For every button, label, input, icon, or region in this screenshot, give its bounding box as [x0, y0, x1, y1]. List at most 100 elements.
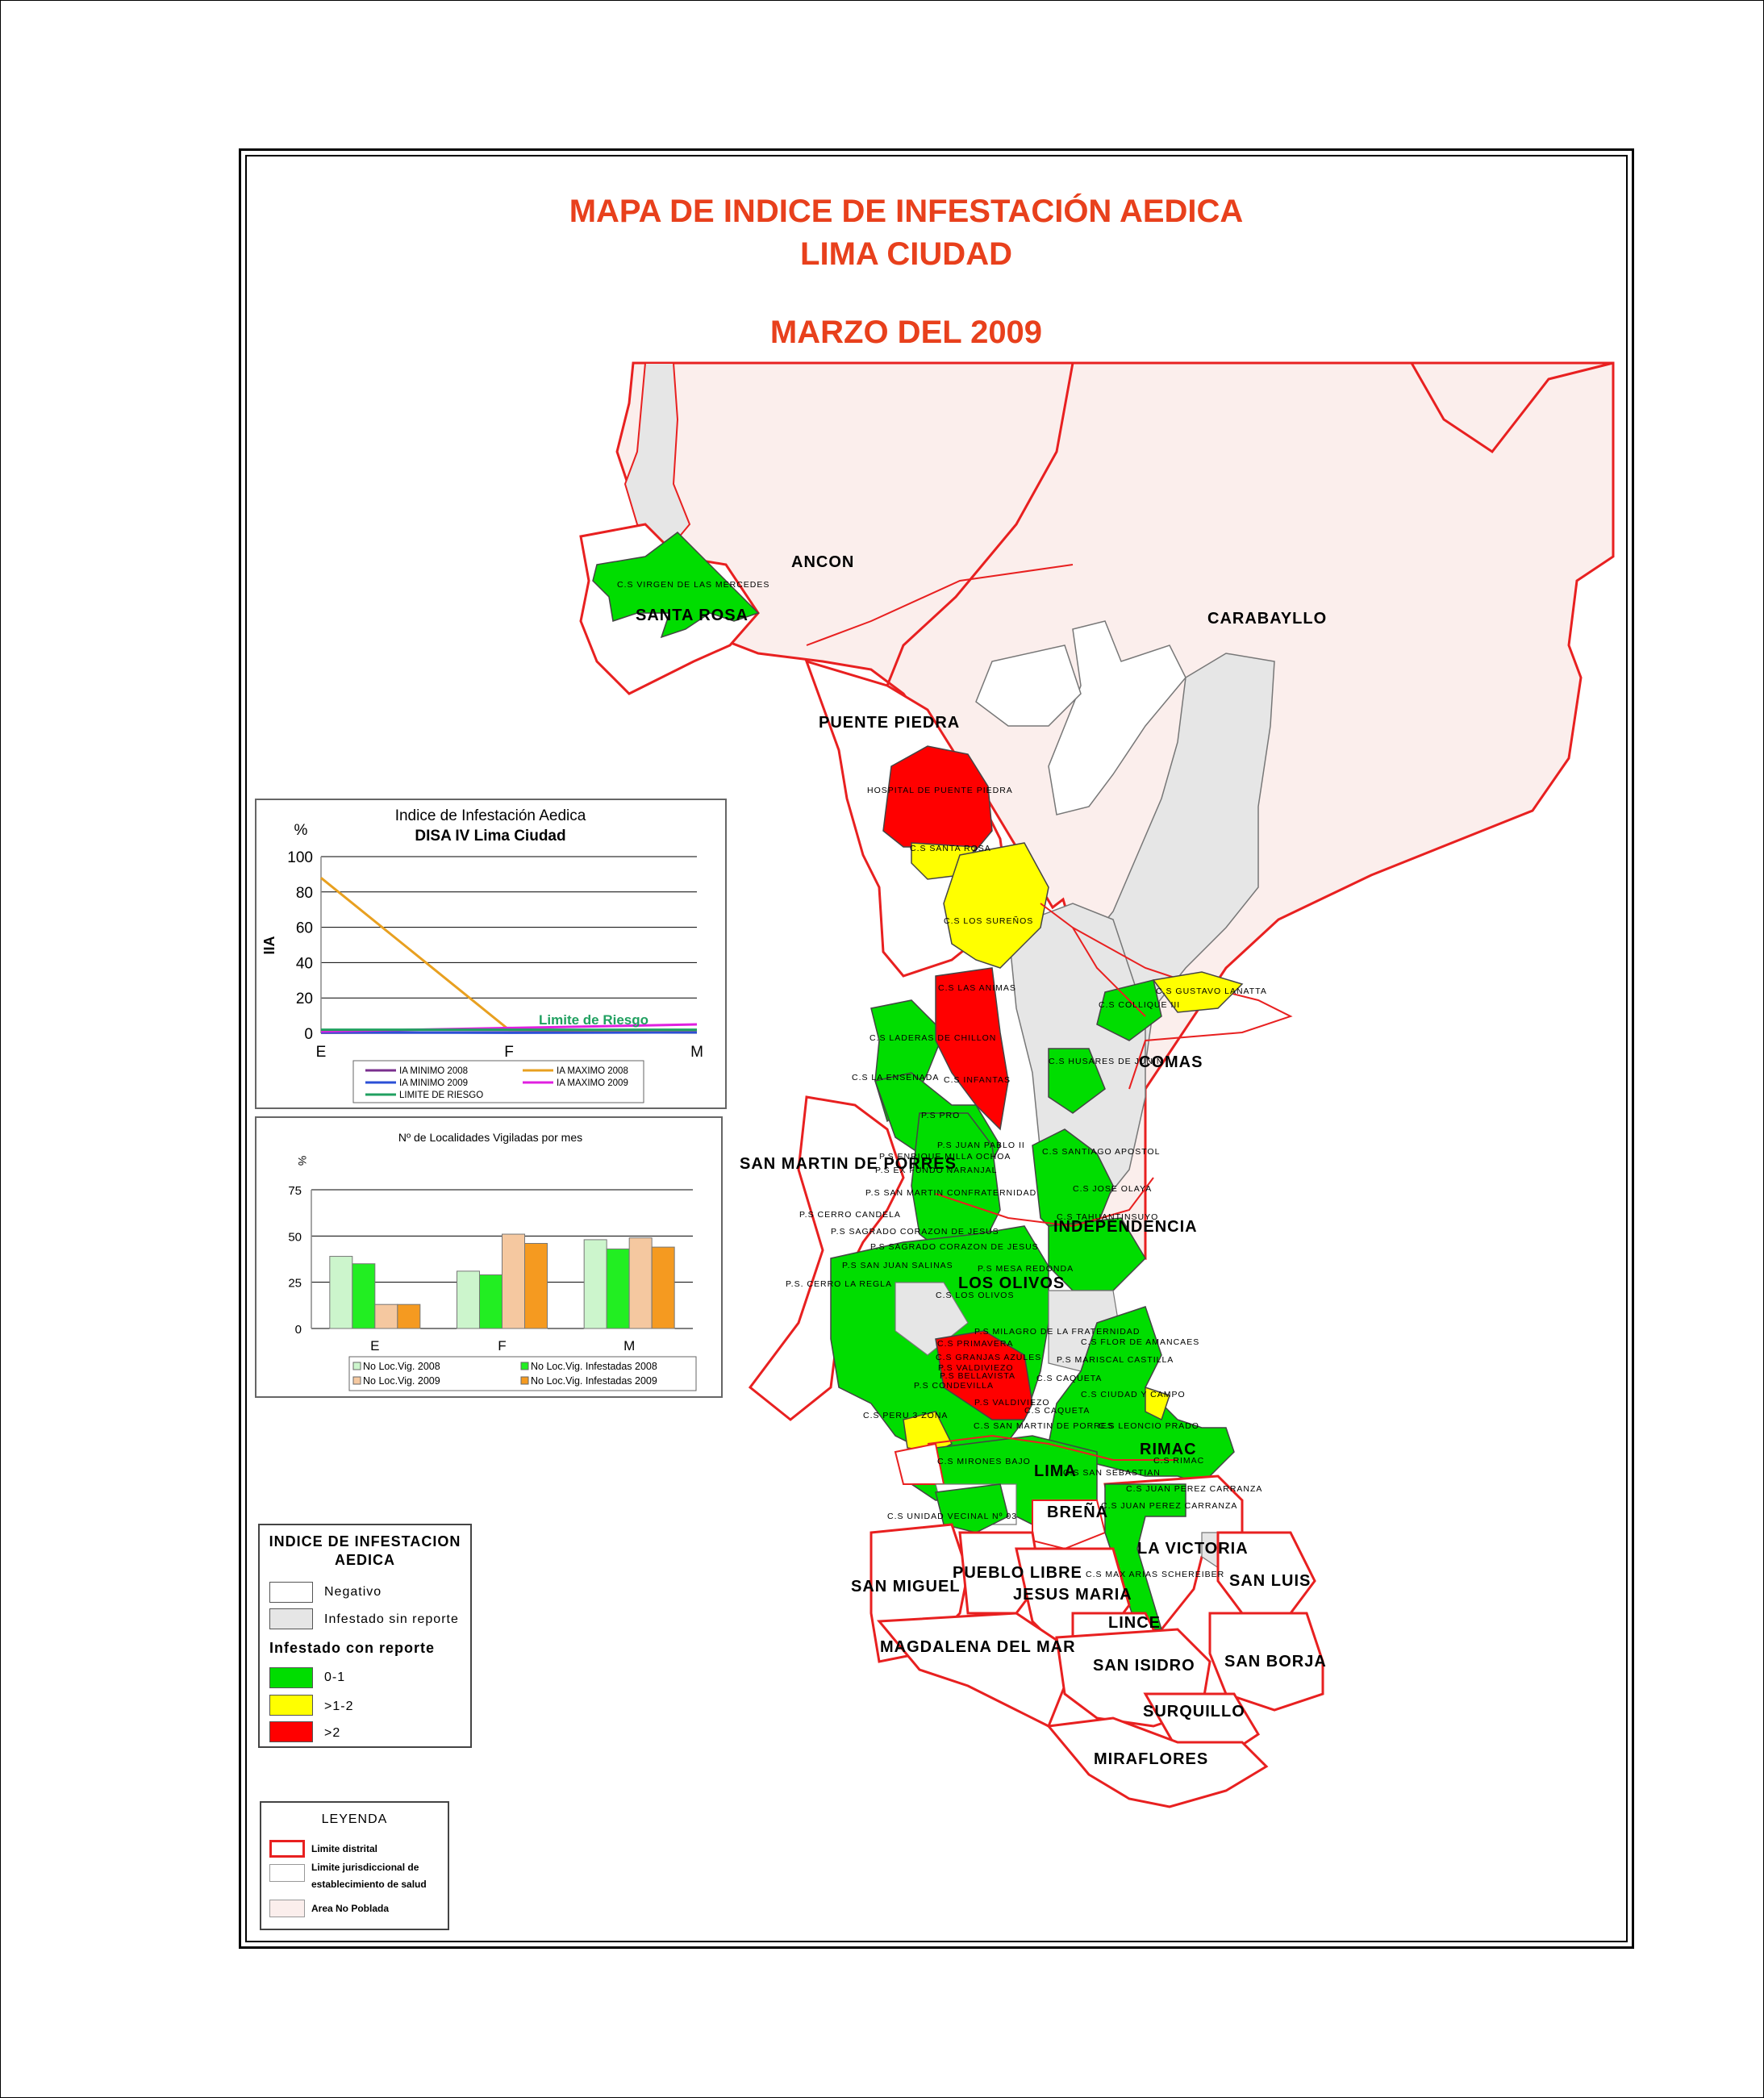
bar-chart-legend-label: No Loc.Vig. Infestadas 2008 — [531, 1361, 657, 1372]
bar-chart-bar — [352, 1263, 376, 1329]
line-chart-x-tick: M — [690, 1044, 703, 1061]
center-label: P.S CERRO CANDELA — [799, 1210, 901, 1220]
district-label-lince: LINCE — [1108, 1614, 1161, 1632]
bar-chart-legend-label: No Loc.Vig. 2009 — [363, 1375, 440, 1387]
center-label: P.S JUAN PABLO II — [937, 1141, 1025, 1150]
legend-limite-jurisdiccional-2: establecimiento de salud — [311, 1879, 427, 1890]
center-label: C.S JOSE OLAYA — [1073, 1184, 1153, 1194]
swatch-0-1 — [269, 1667, 313, 1688]
map-frame-outer — [239, 148, 1634, 1949]
line-chart-y-tick: 0 — [304, 1026, 313, 1043]
cs-gustavo-lanatta-area — [1152, 971, 1244, 1013]
center-label: C.S VIRGEN DE LAS MERCEDES — [617, 580, 770, 590]
legend-1-2: >1-2 — [324, 1700, 354, 1713]
carabayllo-white-areas — [975, 644, 1082, 727]
legend-gt-2: >2 — [324, 1726, 341, 1740]
district-label-san-borja: SAN BORJA — [1224, 1653, 1327, 1670]
line-chart-panel: Indice de Infestación Aedica DISA IV Lima… — [255, 799, 727, 1109]
center-label: C.S CAQUETA — [1036, 1374, 1103, 1383]
district-label-jesus-maria: JESUS MARIA — [1013, 1586, 1132, 1604]
cs-red-smp-area — [935, 1330, 1033, 1420]
center-label: P.S ENRIQUE MILLA OCHOA — [879, 1152, 1011, 1162]
swatch-negativo — [269, 1582, 313, 1603]
map-frame-inner — [245, 155, 1628, 1942]
swatch-area-no-poblada — [269, 1900, 305, 1917]
legend-limite-jurisdiccional-1: Limite jurisdiccional de — [311, 1862, 419, 1873]
legend-area-no-poblada: Area No Poblada — [311, 1903, 390, 1914]
iia-legend-heading-2: AEDICA — [334, 1552, 395, 1568]
bar-chart-bar — [583, 1239, 607, 1329]
bar-chart-panel: Nº de Localidades Vigiladas por mes% 0 25 5… — [255, 1116, 723, 1398]
line-chart-y-tick: 20 — [296, 991, 313, 1007]
miraflores-area — [1046, 1716, 1269, 1808]
center-label: C.S JUAN PEREZ CARRANZA — [1126, 1484, 1263, 1494]
legend-0-1: 0-1 — [324, 1670, 346, 1684]
swatch-limite-jurisdiccional — [269, 1864, 305, 1882]
line-chart-y-tick: 60 — [296, 920, 313, 937]
district-label-comas: COMAS — [1139, 1053, 1203, 1071]
carabayllo-white-areas — [1048, 620, 1186, 815]
line-chart-y-tick: 40 — [296, 955, 313, 972]
line-chart-y-tick: 100 — [287, 849, 313, 866]
bar-chart-legend-label: No Loc.Vig. Infestadas 2009 — [531, 1375, 657, 1387]
center-label: P.S PRO — [921, 1111, 961, 1120]
swatch-limite-distrital — [269, 1840, 305, 1858]
rimac-yellow — [1145, 1386, 1170, 1421]
line-chart-x-tick: F — [504, 1044, 514, 1061]
bar-chart-bar — [628, 1237, 653, 1329]
bar-chart-title: Nº de Localidades Vigiladas por mes — [398, 1131, 582, 1144]
limite-distrital — [806, 564, 1074, 646]
center-label: P.S VALDIVIEZO — [974, 1398, 1050, 1408]
center-label: C.S GUSTAVO LANATTA — [1156, 986, 1267, 996]
map-title-line1: MAPA DE INDICE DE INFESTACIÓN AEDICA — [569, 194, 1244, 229]
cs-virgen-de-las-mercedes-area — [592, 532, 760, 639]
iia-legend-heading-1: INDICE DE INFESTACION — [269, 1533, 461, 1550]
center-label: C.S SAN MARTIN DE PORRES — [974, 1421, 1114, 1431]
lima-white — [894, 1442, 945, 1485]
district-label-san-isidro: SAN ISIDRO — [1093, 1657, 1195, 1675]
line-chart-legend-label: LIMITE DE RIESGO — [399, 1091, 483, 1100]
center-label: P.S MARISCAL CASTILLA — [1057, 1355, 1174, 1365]
district-label-los-olivos: LOS OLIVOS — [958, 1274, 1065, 1292]
bar-chart-bar — [329, 1256, 353, 1329]
center-label: P.S EX FUNDO NARANJAL — [875, 1166, 998, 1175]
center-label: P.S SAN MARTIN CONFRATERNIDAD — [865, 1188, 1037, 1198]
district-label-lima: LIMA — [1034, 1462, 1077, 1480]
line-chart-y-label: IIA — [261, 936, 277, 954]
bar-chart-bar — [374, 1303, 398, 1329]
center-label: C.S PRIMAVERA — [937, 1339, 1014, 1349]
center-label: C.S JUAN PEREZ CARRANZA — [1101, 1501, 1238, 1511]
magdalena-area — [876, 1612, 1066, 1729]
district-label-surquillo: SURQUILLO — [1143, 1703, 1245, 1721]
center-label: C.S LADERAS DE CHILLON — [869, 1033, 997, 1043]
line-chart-legend-box — [352, 1060, 644, 1103]
line-chart: Indice de Infestación Aedica DISA IV Lima… — [261, 807, 703, 1103]
bar-chart-y-tick: 75 — [288, 1184, 302, 1198]
center-label: P.S MILAGRO DE LA FRATERNIDAD — [974, 1327, 1141, 1337]
district-label-la-victoria: LA VICTORIA — [1137, 1540, 1249, 1558]
center-label: C.S MAX ARIAS SCHEREIBER — [1086, 1570, 1225, 1579]
center-label: C.S TAHUANTINSUYO — [1057, 1212, 1159, 1222]
line-chart-y-tick: 80 — [296, 885, 313, 902]
cs-collique-area — [1096, 979, 1162, 1041]
cs-las-animas-area — [935, 967, 1009, 1131]
swatch-1-2 — [269, 1695, 313, 1716]
center-label: P.S VALDIVIEZO — [938, 1363, 1014, 1373]
district-label-pueblo-libre: PUEBLO LIBRE — [953, 1564, 1082, 1582]
district-label-san-miguel: SAN MIGUEL — [851, 1578, 961, 1595]
center-label: C.S UNIDAD VECINAL Nº 03 — [887, 1512, 1018, 1521]
line-chart-legend-label: IA MINIMO 2008 — [399, 1066, 468, 1076]
line-chart-legend-label: IA MINIMO 2009 — [399, 1078, 468, 1088]
center-label: C.S LOS SUREÑOS — [944, 916, 1034, 926]
leyenda-heading: LEYENDA — [321, 1812, 388, 1826]
legend-negativo: Negativo — [324, 1585, 382, 1599]
bar-chart-legend-marker — [520, 1376, 529, 1385]
center-label: C.S LA ENSENADA — [852, 1073, 940, 1082]
line-chart-x-tick: E — [316, 1044, 327, 1061]
center-label: C.S SANTIAGO APOSTOL — [1042, 1147, 1161, 1157]
bar-chart-legend-marker — [352, 1376, 361, 1385]
district-label-san-luis: SAN LUIS — [1229, 1572, 1312, 1590]
center-label: C.S HUSARES DE JUNIN — [1049, 1057, 1164, 1066]
center-label: P.S SAN JUAN SALINAS — [842, 1261, 953, 1270]
